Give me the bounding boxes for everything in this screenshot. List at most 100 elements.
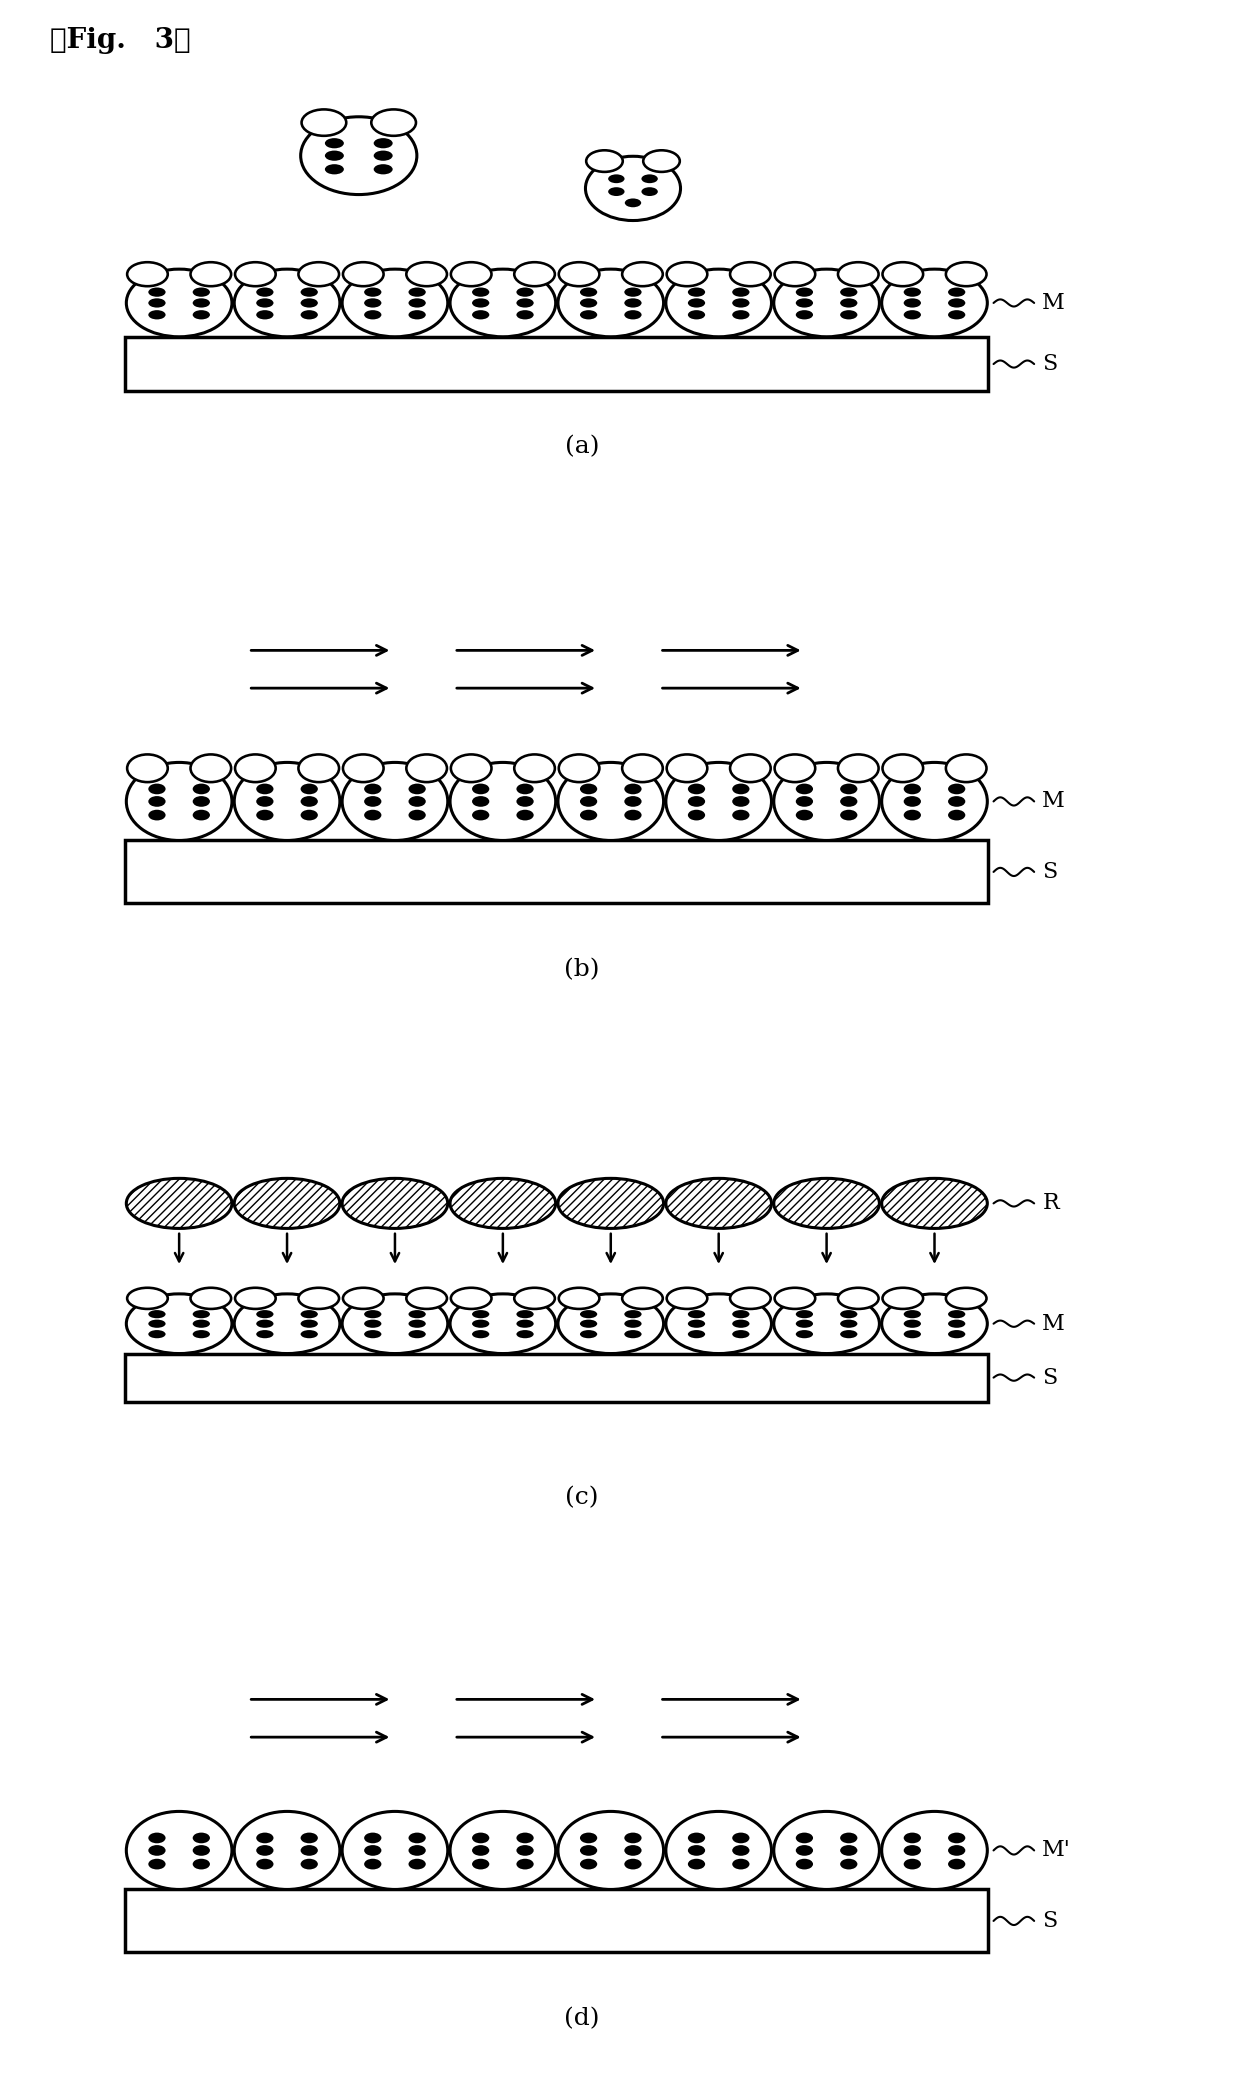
Circle shape — [796, 1844, 813, 1857]
Circle shape — [733, 1330, 749, 1339]
Circle shape — [796, 1330, 813, 1339]
Circle shape — [580, 298, 598, 308]
Ellipse shape — [882, 762, 987, 841]
Ellipse shape — [559, 755, 599, 783]
Circle shape — [365, 1309, 382, 1318]
Circle shape — [472, 1330, 490, 1339]
Ellipse shape — [299, 755, 339, 783]
Ellipse shape — [407, 755, 446, 783]
Ellipse shape — [126, 762, 232, 841]
Circle shape — [365, 298, 382, 308]
Circle shape — [796, 1859, 813, 1869]
Ellipse shape — [407, 262, 446, 285]
Circle shape — [733, 1844, 749, 1857]
Ellipse shape — [451, 262, 491, 285]
Circle shape — [257, 1859, 274, 1869]
Circle shape — [796, 795, 813, 808]
Circle shape — [580, 1832, 598, 1844]
Circle shape — [688, 298, 706, 308]
Ellipse shape — [882, 269, 987, 338]
Circle shape — [733, 311, 749, 319]
Circle shape — [624, 1330, 641, 1339]
Circle shape — [516, 1330, 533, 1339]
Circle shape — [796, 1320, 813, 1328]
Ellipse shape — [342, 1294, 448, 1353]
Circle shape — [300, 311, 317, 319]
Ellipse shape — [342, 1811, 448, 1890]
Circle shape — [688, 1844, 706, 1857]
Ellipse shape — [236, 1288, 275, 1309]
Circle shape — [516, 795, 533, 808]
Ellipse shape — [342, 1179, 448, 1229]
Circle shape — [904, 311, 921, 319]
Ellipse shape — [191, 262, 231, 285]
Circle shape — [325, 138, 343, 149]
Circle shape — [472, 1844, 490, 1857]
Circle shape — [796, 287, 813, 296]
Ellipse shape — [774, 269, 879, 338]
Bar — [125, 841, 988, 904]
Ellipse shape — [667, 755, 707, 783]
Text: M': M' — [1043, 1840, 1071, 1861]
Circle shape — [624, 298, 641, 308]
Circle shape — [624, 1844, 641, 1857]
Circle shape — [408, 1320, 425, 1328]
Circle shape — [149, 1832, 166, 1844]
Ellipse shape — [450, 1179, 556, 1229]
Ellipse shape — [128, 755, 167, 783]
Circle shape — [365, 287, 382, 296]
Circle shape — [472, 1320, 490, 1328]
Circle shape — [365, 810, 382, 820]
Ellipse shape — [450, 1294, 556, 1353]
Circle shape — [949, 1309, 965, 1318]
Circle shape — [149, 1844, 166, 1857]
Circle shape — [904, 298, 921, 308]
Text: S: S — [1043, 1366, 1058, 1389]
Circle shape — [408, 298, 425, 308]
Circle shape — [733, 1832, 749, 1844]
Ellipse shape — [946, 755, 987, 783]
Ellipse shape — [559, 1288, 599, 1309]
Circle shape — [688, 1330, 706, 1339]
Circle shape — [300, 1844, 317, 1857]
Circle shape — [257, 287, 274, 296]
Ellipse shape — [558, 269, 663, 338]
Circle shape — [516, 810, 533, 820]
Ellipse shape — [451, 1288, 491, 1309]
Ellipse shape — [515, 262, 554, 285]
Ellipse shape — [343, 262, 383, 285]
Circle shape — [904, 1859, 921, 1869]
Ellipse shape — [299, 262, 339, 285]
Circle shape — [325, 164, 343, 174]
Ellipse shape — [666, 1294, 771, 1353]
Circle shape — [300, 1330, 317, 1339]
Text: (b): (b) — [564, 959, 600, 982]
Circle shape — [733, 298, 749, 308]
Circle shape — [257, 1309, 274, 1318]
Circle shape — [688, 783, 706, 795]
Ellipse shape — [666, 269, 771, 338]
Circle shape — [624, 1309, 641, 1318]
Circle shape — [365, 1832, 382, 1844]
Circle shape — [841, 1309, 857, 1318]
Circle shape — [580, 311, 598, 319]
Ellipse shape — [667, 1288, 707, 1309]
Ellipse shape — [515, 1288, 554, 1309]
Circle shape — [149, 1309, 166, 1318]
Circle shape — [841, 810, 857, 820]
Ellipse shape — [191, 755, 231, 783]
Ellipse shape — [234, 1294, 340, 1353]
Circle shape — [257, 1320, 274, 1328]
Circle shape — [624, 810, 641, 820]
Circle shape — [365, 311, 382, 319]
Circle shape — [841, 287, 857, 296]
Circle shape — [325, 151, 343, 162]
Circle shape — [580, 810, 598, 820]
Circle shape — [904, 810, 921, 820]
Circle shape — [688, 1832, 706, 1844]
Circle shape — [949, 783, 965, 795]
Circle shape — [624, 1320, 641, 1328]
Ellipse shape — [234, 762, 340, 841]
Circle shape — [841, 1330, 857, 1339]
Circle shape — [841, 783, 857, 795]
